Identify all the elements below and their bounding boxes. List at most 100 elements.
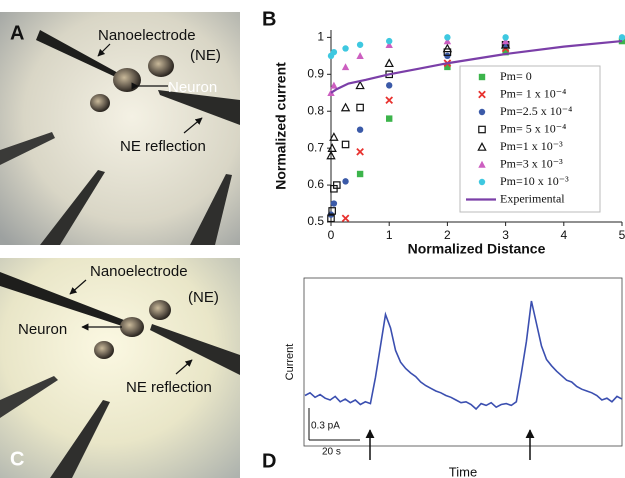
- legend-label: Pm=3 x 10⁻³: [500, 156, 563, 170]
- data-point: [386, 37, 393, 45]
- data-point: [341, 140, 350, 149]
- annotation: NE reflection: [120, 138, 206, 155]
- x-tick-label: 0: [328, 228, 335, 242]
- data-point: [330, 81, 338, 89]
- data-point: [342, 45, 349, 52]
- data-point: [443, 37, 452, 45]
- data-point: [326, 150, 336, 160]
- annotation: Neuron: [18, 321, 67, 338]
- nanoelectrode-reflection: [158, 90, 240, 125]
- arrow: [175, 359, 193, 375]
- data-point: [340, 102, 351, 112]
- current-trace: [304, 300, 623, 411]
- y-tick-label: 0.7: [307, 140, 324, 154]
- legend-label: Pm=2.5 x 10⁻⁴: [500, 104, 572, 118]
- y-axis-label: Normalized current: [273, 62, 289, 190]
- data-point: [384, 58, 394, 68]
- arrow: [69, 279, 87, 295]
- y-tick-label: 0.5: [307, 214, 324, 228]
- scale-label: 20 s: [322, 447, 341, 458]
- x-axis-label: Normalized Distance: [408, 241, 546, 257]
- data-point: [356, 126, 364, 133]
- data-point: [356, 41, 364, 48]
- data-point: [444, 34, 451, 41]
- legend-label: Pm= 0: [500, 69, 532, 83]
- data-point: [444, 63, 451, 71]
- x-tick-label: 2: [444, 228, 451, 242]
- nanoelectrode: [0, 272, 124, 326]
- data-point: [385, 96, 394, 104]
- annotation: (NE): [188, 289, 219, 306]
- data-point: [356, 170, 364, 178]
- data-line: [330, 39, 623, 94]
- legend-label: Experimental: [500, 191, 565, 205]
- y-tick-label: 0.9: [307, 66, 324, 80]
- legend-swatch: [478, 108, 486, 116]
- data-point: [502, 48, 509, 56]
- data-point: [386, 115, 393, 122]
- panel-label: A: [10, 22, 24, 44]
- scale-label: 0.3 pA: [311, 421, 340, 432]
- data-point: [356, 148, 364, 156]
- arrow: [183, 117, 203, 134]
- legend-label: Pm= 1 x 10⁻⁴: [500, 86, 566, 100]
- data-point: [442, 43, 453, 53]
- photo-c: C Nanoelectrode (NE) Neuron NE reflectio…: [0, 258, 240, 478]
- legend-swatch: [478, 178, 486, 186]
- panel-label: D: [262, 450, 276, 472]
- nanoelectrode: [36, 30, 122, 80]
- x-tick-label: 1: [386, 228, 393, 242]
- data-point: [356, 52, 364, 60]
- y-tick-label: 1: [317, 30, 324, 44]
- neuron: [94, 341, 114, 359]
- legend-label: Pm=1 x 10⁻³: [500, 139, 563, 153]
- data-point: [341, 214, 350, 223]
- data-point: [501, 37, 510, 45]
- legend-label: Pm= 5 x 10⁻⁴: [500, 121, 566, 135]
- x-tick-label: 4: [560, 228, 567, 242]
- neuron: [120, 317, 144, 337]
- neuron: [90, 94, 110, 112]
- pipette: [190, 174, 232, 245]
- neuron: [113, 68, 141, 92]
- data-point: [386, 82, 393, 89]
- data-point: [327, 214, 335, 223]
- pipette: [50, 400, 110, 478]
- legend-box: [459, 65, 601, 213]
- legend-swatch: [478, 125, 486, 134]
- annotation: Nanoelectrode: [90, 263, 188, 280]
- pipette: [0, 376, 58, 418]
- photo-background: [0, 12, 240, 245]
- photo-a: A Nanoelectrode (NE) Neuron NE reflectio…: [0, 12, 240, 245]
- data-point: [329, 132, 339, 141]
- data-point: [328, 207, 336, 215]
- annotation: NE reflection: [126, 379, 212, 396]
- y-tick-label: 0.6: [307, 177, 324, 191]
- x-tick-label: 5: [619, 228, 625, 242]
- y-axis-label: Current: [284, 344, 296, 381]
- legend-swatch: [478, 73, 486, 81]
- y-tick-label: 0.8: [307, 103, 324, 117]
- data-point: [330, 200, 338, 207]
- data-point: [327, 143, 337, 152]
- data-point: [333, 181, 341, 189]
- data-point: [618, 34, 625, 41]
- legend-swatch: [477, 142, 487, 151]
- nanoelectrode-reflection: [150, 324, 240, 375]
- annotation: Neuron: [168, 79, 217, 96]
- x-tick-label: 3: [502, 228, 509, 242]
- legend-label: Pm=10 x 10⁻³: [500, 174, 569, 188]
- arrow: [97, 43, 111, 57]
- data-point: [342, 178, 349, 185]
- panel-label: C: [10, 448, 24, 470]
- x-axis-label: Time: [449, 464, 477, 478]
- neuron: [149, 300, 171, 320]
- annotation: (NE): [190, 47, 221, 64]
- data-point: [385, 41, 393, 48]
- annotation: Nanoelectrode: [98, 27, 196, 44]
- trace-frame: [303, 277, 623, 447]
- neuron: [148, 55, 174, 77]
- panel-label: B: [262, 8, 276, 30]
